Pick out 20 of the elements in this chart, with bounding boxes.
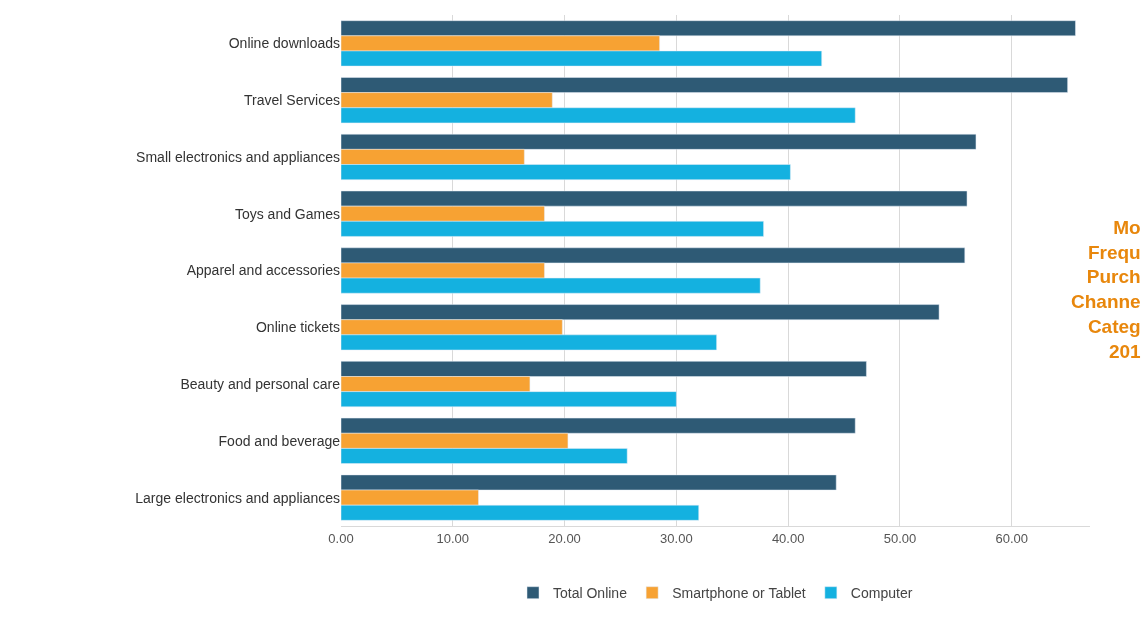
y-tick-label: Travel Services (244, 92, 340, 109)
y-tick-label: Apparel and accessories (186, 262, 340, 279)
y-tick-label: Small electronics and appliances (136, 148, 340, 165)
annotation: Mo Frequ Purch Channe Categ 201 (1071, 217, 1142, 362)
x-tick-label: 10.00 (436, 530, 470, 546)
x-tick-label: 60.00 (995, 530, 1029, 546)
legend-label: Smartphone or Tablet (672, 585, 806, 602)
x-tick-label: 0.00 (328, 530, 354, 546)
x-tick-label: 40.00 (771, 530, 805, 546)
y-tick-label: Online downloads (228, 35, 340, 52)
y-tick-label: Toys and Games (234, 205, 340, 222)
y-tick-label: Online tickets (255, 319, 340, 336)
legend-label: Computer (850, 585, 913, 602)
legend-label: Total Online (553, 585, 628, 602)
y-tick-label: Large electronics and appliances (135, 489, 340, 506)
y-tick-label: Beauty and personal care (180, 375, 341, 392)
y-tick-label: Food and beverage (218, 432, 341, 449)
x-tick-label: 50.00 (883, 530, 917, 546)
x-tick-label: 30.00 (660, 530, 693, 546)
x-tick-label: 20.00 (548, 530, 581, 546)
